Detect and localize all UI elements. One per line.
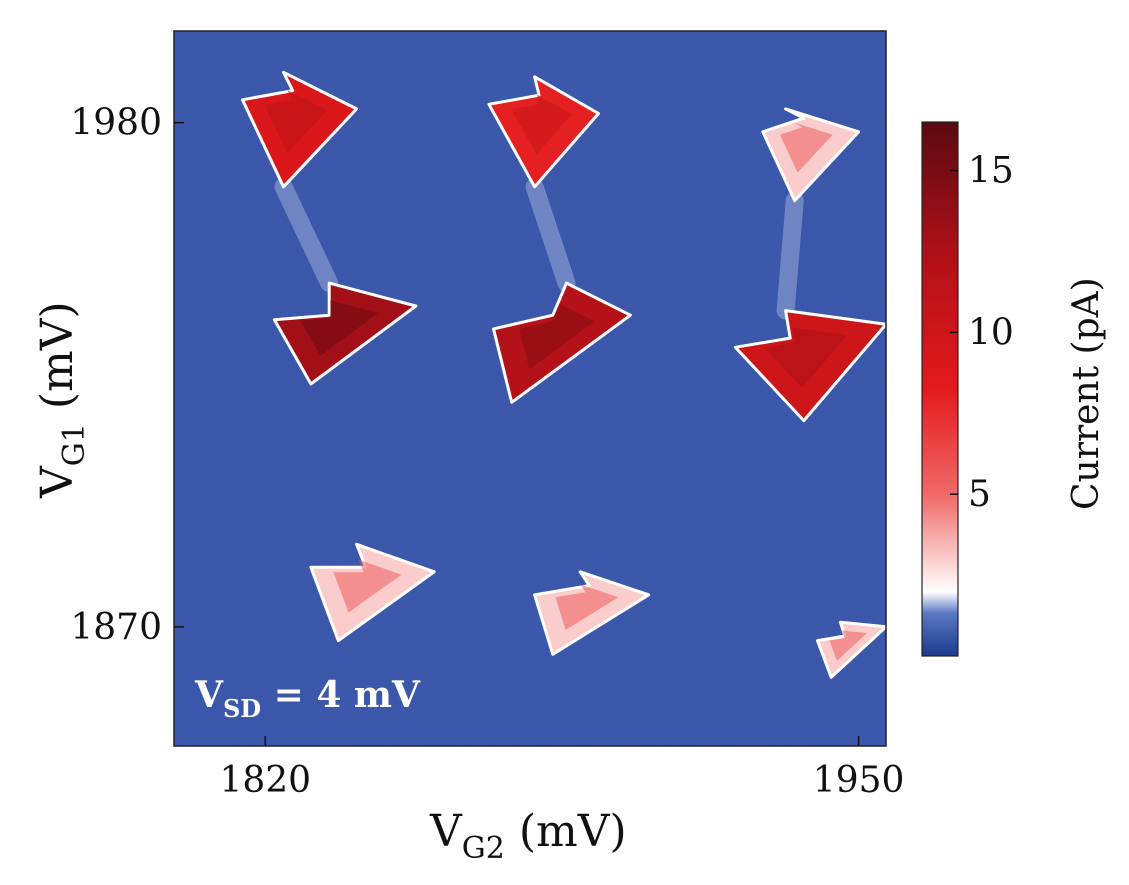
connecting-stripes	[274, 177, 804, 320]
x-axis-ticks: 1820 1950	[219, 736, 904, 801]
bottom-right-triangle	[816, 620, 886, 679]
x-axis-title: VG2 (mV)	[429, 806, 627, 866]
top-left-triangle-core	[264, 90, 328, 153]
colorbar-tick-label: 15	[968, 151, 1014, 192]
top-middle-triangle-core	[511, 94, 572, 155]
bottom-left-triangle-core	[333, 559, 402, 613]
vsd-annotation: VSD = 4 mV	[194, 674, 421, 723]
connecting-stripe	[776, 191, 804, 320]
bottom-middle-triangle-core	[555, 584, 619, 630]
middle-middle-triangle-core	[519, 303, 595, 370]
plot-frame	[173, 30, 887, 747]
y-axis-title: VG1 (mV)	[32, 301, 92, 499]
colorbar-ticks: 5 10 15	[950, 151, 1014, 515]
middle-left-triangle-core	[300, 300, 379, 356]
colorbar-tick-label: 5	[968, 474, 991, 515]
y-tick-label: 1980	[70, 103, 162, 144]
colorbar	[921, 121, 959, 657]
colorbar-tick-label: 10	[968, 312, 1014, 353]
middle-right-triangle-core	[764, 327, 848, 388]
colorbar-label: Current (pA)	[1066, 277, 1107, 510]
bottom-right-triangle-core	[829, 630, 868, 661]
top-right-triangle-core	[780, 122, 833, 173]
y-tick-label: 1870	[70, 607, 162, 648]
x-tick-label: 1820	[219, 760, 311, 801]
transport-triangles	[241, 70, 886, 679]
y-axis-ticks: 1980 1870	[70, 103, 184, 648]
connecting-stripe	[274, 177, 339, 293]
x-tick-label: 1950	[813, 760, 905, 801]
connecting-stripe	[525, 177, 576, 293]
